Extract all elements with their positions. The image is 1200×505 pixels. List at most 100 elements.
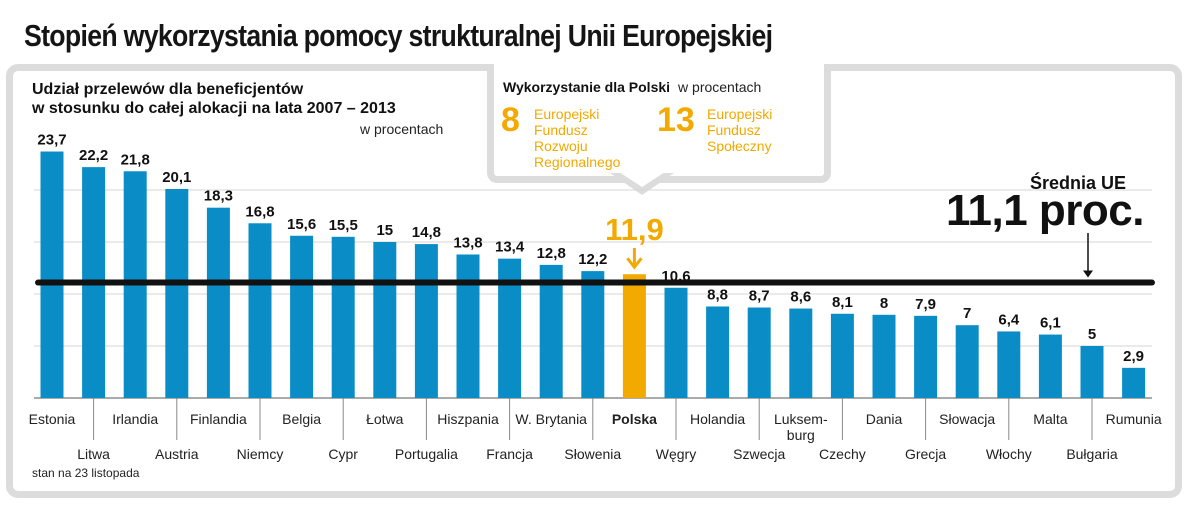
category-label: Holandia (690, 411, 745, 427)
bar-23 (955, 325, 979, 398)
category-label: Irlandia (112, 411, 158, 427)
category-label: Włochy (986, 446, 1032, 462)
bar-12 (498, 258, 522, 398)
value-label: 14,8 (412, 224, 441, 241)
value-label: 22,2 (79, 147, 108, 164)
eu-average-label: Średnia UE (1030, 173, 1127, 193)
value-label: 8,1 (832, 294, 853, 311)
esf-value: 13 (657, 101, 695, 139)
value-label: 12,2 (578, 251, 607, 268)
category-label: Czechy (819, 446, 866, 462)
value-label: 8 (880, 295, 888, 312)
bar-7 (290, 235, 314, 398)
category-label: Rumunia (1106, 411, 1162, 427)
erdf-value: 8 (501, 101, 520, 139)
bar-1 (40, 151, 64, 398)
value-label: 7 (963, 305, 971, 322)
category-label: Słowacja (939, 411, 995, 427)
category-label: Portugalia (395, 446, 458, 462)
bar-20 (830, 313, 854, 398)
bar-11 (456, 254, 480, 398)
value-label: 16,8 (245, 203, 274, 220)
category-label: Węgry (656, 446, 696, 462)
bar-13 (539, 264, 563, 398)
category-label: Cypr (328, 446, 358, 462)
category-label: burg (787, 427, 815, 443)
bar-4 (165, 188, 189, 398)
bar-17 (706, 306, 730, 398)
value-label: 6,4 (998, 311, 1020, 328)
value-label: 6,1 (1040, 315, 1061, 332)
esf-label-line-3: Społeczny (707, 138, 772, 154)
value-label: 7,9 (915, 296, 936, 313)
bar-16 (664, 287, 688, 398)
category-label: Bułgaria (1066, 446, 1118, 462)
bar-22 (914, 315, 938, 398)
erdf-label-line-1: Europejski (534, 106, 600, 122)
category-label: Hiszpania (437, 411, 499, 427)
value-label: 8,7 (749, 288, 770, 305)
value-label: 12,8 (537, 245, 566, 262)
category-label: Dania (866, 411, 903, 427)
bar-21 (872, 314, 896, 398)
erdf-label-line-2: Fundusz (534, 122, 588, 138)
esf-label-line-1: Europejski (707, 106, 773, 122)
value-label: 15,6 (287, 216, 316, 233)
bar-15 (622, 274, 646, 398)
category-label: Słowenia (564, 446, 621, 462)
footnote: stan na 23 listopada (32, 466, 140, 480)
chart-subtitle: Udział przelewów dla beneficjentów w sto… (32, 80, 396, 118)
value-label: 13,4 (495, 239, 525, 256)
value-label: 21,8 (121, 151, 150, 168)
category-label: Grecja (905, 446, 946, 462)
value-label: 8,6 (790, 289, 811, 306)
category-label: Finlandia (190, 411, 247, 427)
category-label: Malta (1033, 411, 1067, 427)
category-label: Łotwa (366, 411, 404, 427)
bar-14 (581, 271, 605, 398)
value-label: 8,8 (707, 286, 728, 303)
category-label: Litwa (77, 446, 110, 462)
bar-25 (1038, 334, 1062, 398)
category-label: Szwecja (733, 446, 785, 462)
bar-8 (331, 236, 355, 398)
bar-6 (248, 223, 272, 398)
bar-18 (747, 307, 771, 398)
esf-label: Europejski Fundusz Społeczny (707, 106, 772, 154)
category-label: Francja (486, 446, 533, 462)
bar-19 (789, 308, 813, 398)
callout-heading-text: Wykorzystanie dla Polski (503, 79, 671, 95)
unit-label: w procentach (360, 121, 444, 137)
category-label-highlight: Polska (612, 411, 657, 427)
bar-27 (1122, 367, 1146, 398)
category-label: Austria (155, 446, 199, 462)
eu-average-value: 11,1 proc. (946, 186, 1145, 235)
bar-26 (1080, 346, 1104, 398)
category-label: Estonia (29, 411, 76, 427)
bar-10 (414, 244, 438, 398)
value-label: 2,9 (1123, 348, 1144, 365)
value-label: 10,6 (661, 268, 690, 285)
average-pointer-arrowhead (1083, 270, 1093, 278)
value-label: 20,1 (162, 169, 191, 186)
value-label: 23,7 (37, 132, 66, 149)
erdf-label-line-3: Rozwoju (534, 138, 588, 154)
erdf-label: Europejski Fundusz Rozwoju Regionalnego (534, 106, 620, 170)
chart-bars (40, 151, 1146, 398)
erdf-label-line-4: Regionalnego (534, 154, 621, 170)
highlight-arrow-head (626, 257, 643, 270)
page-title: Stopień wykorzystania pomocy strukturaln… (24, 18, 773, 53)
value-label: 18,3 (204, 188, 233, 205)
value-label: 13,8 (453, 234, 482, 251)
chart-labels: 23,7 Estonia 22,2 Litwa 21,8 Irlandia 20,1 Aust… (29, 132, 1162, 462)
category-label: Belgia (282, 411, 321, 427)
category-label: W. Brytania (515, 411, 587, 427)
average-line-group (35, 233, 1155, 286)
callout-pointer-inner (619, 172, 665, 187)
value-label: 5 (1088, 326, 1096, 343)
callout-heading: Wykorzystanie dla Polski w procentach (503, 79, 761, 95)
subtitle-line-1: Udział przelewów dla beneficjentów (32, 81, 304, 98)
subtitle-line-2: w stosunku do całej alokacji na lata 200… (32, 100, 396, 117)
bar-5 (206, 207, 230, 398)
